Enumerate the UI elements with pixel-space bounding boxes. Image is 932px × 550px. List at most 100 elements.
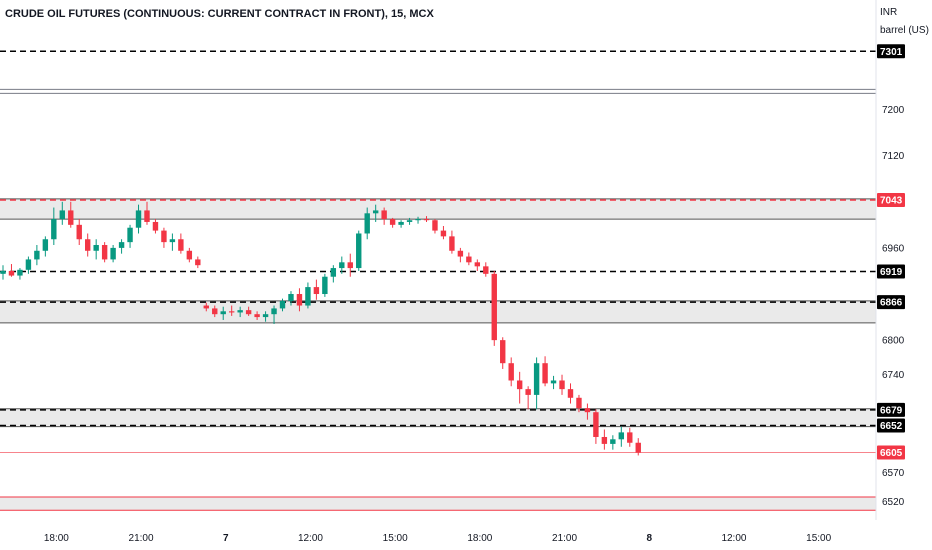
candle <box>237 306 243 318</box>
candle <box>339 256 345 274</box>
candle <box>508 357 514 387</box>
levels-layer <box>0 50 876 453</box>
candle <box>0 265 6 280</box>
price-axis[interactable]: 7200 7120 6960 6800 6740 6570 6520 <box>882 105 905 508</box>
candle <box>364 207 370 240</box>
candle-body <box>68 210 74 225</box>
candle <box>593 409 599 444</box>
candle-body <box>474 262 481 267</box>
time-axis[interactable]: 18:00 21:00 7 12:00 15:00 18:00 21:00 8 12:00 15:… <box>44 533 832 544</box>
candle <box>356 230 362 271</box>
candle-body <box>339 262 345 269</box>
candle-body <box>17 269 23 276</box>
candle <box>17 268 23 280</box>
candle-body <box>254 314 260 318</box>
price-tag-6652: 6652 <box>880 421 903 432</box>
candle-body <box>296 294 303 306</box>
zones-layer <box>0 198 876 511</box>
candle-body <box>76 224 82 240</box>
candle <box>423 216 430 222</box>
price-tag-6919: 6919 <box>880 267 903 278</box>
time-tick-label: 8 <box>646 533 652 544</box>
candle-body <box>550 380 557 384</box>
candle-body <box>262 314 269 318</box>
candle-body <box>491 273 497 341</box>
price-tick-label: 6800 <box>882 336 905 347</box>
candle-body <box>42 239 49 251</box>
time-tick-label: 18:00 <box>467 533 492 544</box>
candle-body <box>423 219 430 221</box>
candle-body <box>372 210 379 214</box>
candle <box>42 236 49 257</box>
candle <box>610 435 616 450</box>
price-tick-label: 6520 <box>882 497 905 508</box>
candle-body <box>440 230 447 237</box>
price-tag-6866-bg <box>877 295 905 310</box>
candle-body <box>389 219 396 225</box>
candle <box>542 356 548 387</box>
candle <box>203 302 209 312</box>
candle <box>406 217 413 225</box>
candle-body <box>593 412 599 437</box>
candle-body <box>542 363 548 384</box>
candle-body <box>93 245 99 251</box>
candle <box>415 216 421 224</box>
candle <box>76 219 82 246</box>
time-tick-label: 15:00 <box>806 533 831 544</box>
zone-3 <box>0 496 876 511</box>
candle-body <box>381 210 387 220</box>
time-tick-label: 21:00 <box>552 533 577 544</box>
price-tick-label: 6570 <box>882 468 905 479</box>
candle <box>559 374 565 395</box>
candle <box>313 279 320 300</box>
candle <box>101 242 108 263</box>
candle-body <box>559 380 565 390</box>
candle-body <box>186 250 193 260</box>
candle-body <box>237 310 243 313</box>
candle-body <box>220 311 226 315</box>
candle <box>474 259 481 271</box>
candle <box>457 247 464 263</box>
candle-body <box>576 397 582 409</box>
candle-body <box>398 221 404 225</box>
candle <box>347 253 353 277</box>
price-tag-7043: 7043 <box>880 196 903 207</box>
last-price-tag-bg <box>877 445 905 460</box>
candle <box>161 227 167 248</box>
candle-body <box>288 294 294 301</box>
candle <box>212 305 218 318</box>
candle <box>381 207 387 225</box>
candle-body <box>457 250 464 257</box>
candle <box>449 230 455 254</box>
candle-body <box>330 268 337 277</box>
candle <box>93 239 99 260</box>
candle-body <box>432 220 438 231</box>
price-tags-layer: 7301 7043 6919 6866 6679 6652 6605 <box>877 44 905 460</box>
price-tag-7043-bg <box>877 193 905 208</box>
candle-body <box>85 239 91 251</box>
candle <box>25 256 32 274</box>
candle-body <box>610 439 616 444</box>
candle <box>618 426 625 447</box>
price-tag-6866: 6866 <box>880 298 903 309</box>
candle <box>51 207 57 246</box>
candle-body <box>415 219 421 221</box>
candle-body <box>313 287 320 295</box>
candle <box>118 239 125 254</box>
candle-body <box>118 242 125 248</box>
candle-body <box>51 219 57 240</box>
candle-body <box>101 245 108 260</box>
candle <box>34 245 40 266</box>
price-tag-6679: 6679 <box>880 405 903 416</box>
candle-body <box>127 227 133 243</box>
candle-body <box>567 389 574 398</box>
candle-body <box>483 266 489 274</box>
candle <box>169 233 176 251</box>
candle-body <box>161 230 167 243</box>
time-tick-label: 12:00 <box>721 533 746 544</box>
candle-body <box>516 380 523 390</box>
candle <box>186 247 193 263</box>
candle-body <box>144 210 150 222</box>
